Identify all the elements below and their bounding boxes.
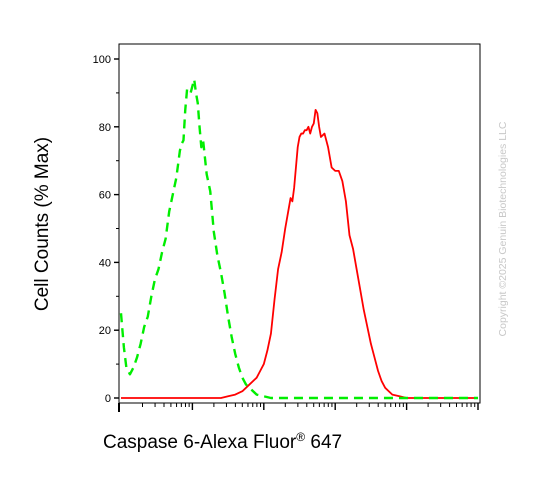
y-tick-label: 20 — [99, 325, 111, 337]
y-tick-label: 80 — [99, 122, 111, 134]
y-tick-label: 0 — [105, 393, 111, 405]
y-axis-ticks: 0 20 40 60 80 100 — [93, 54, 119, 405]
series-layer — [119, 78, 478, 400]
y-tick-label: 40 — [99, 257, 111, 269]
x-axis-title-text: Caspase 6-Alexa Fluor — [103, 432, 297, 453]
series-line-green-dashed — [119, 78, 478, 400]
x-axis-ticks — [118, 403, 479, 412]
copyright-watermark: Copyright ©2025 Genuin Biotechnologies L… — [497, 121, 509, 336]
y-axis-title: Cell Counts (% Max) — [32, 137, 53, 311]
y-tick-label: 60 — [99, 190, 111, 202]
y-tick-label: 100 — [93, 54, 111, 66]
x-axis-title: Caspase 6-Alexa Fluor® 647 — [103, 430, 342, 453]
series-line-red — [121, 108, 478, 399]
x-axis-title-superscript: ® — [296, 430, 305, 444]
plot-frame — [118, 43, 481, 404]
x-axis-title-suffix: 647 — [305, 432, 342, 453]
